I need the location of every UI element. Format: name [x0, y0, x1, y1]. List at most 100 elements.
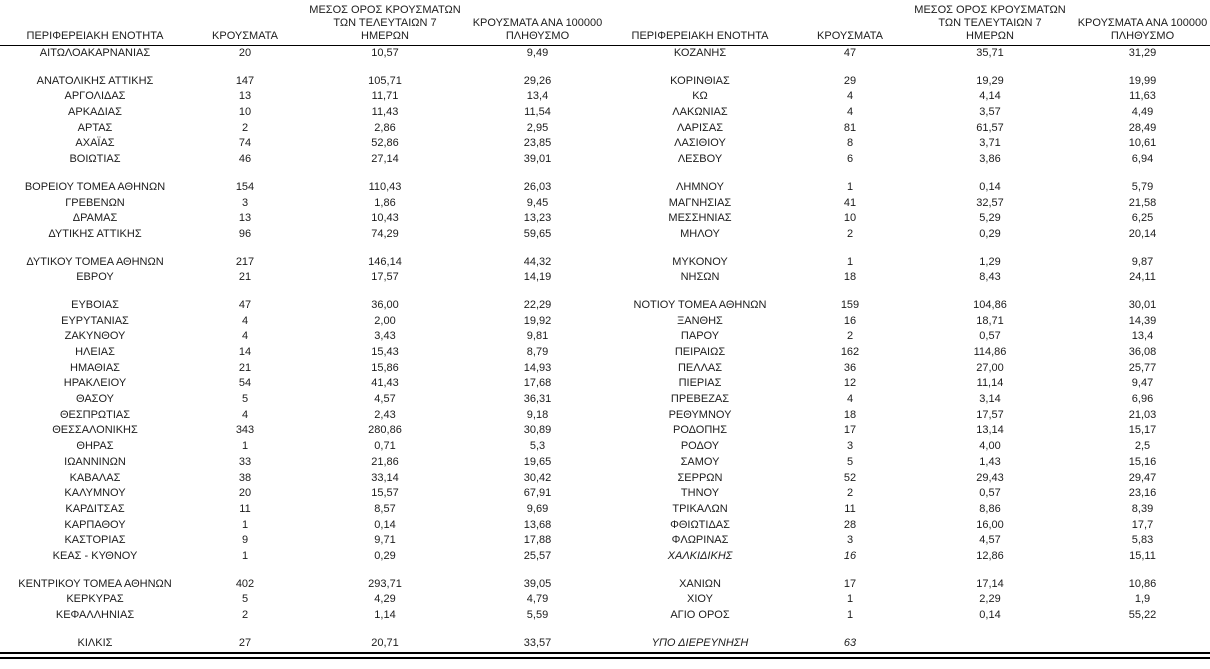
cell-cases: 343 [235, 424, 255, 437]
cell-avg7-days: 16,00 [976, 518, 1004, 531]
cell-region-name: ΑΓΙΟ ΟΡΟΣ [670, 609, 730, 621]
left-table-body: ΑΙΤΩΛΟΑΚΑΡΝΑΝΙΑΣ 20 10,57 9,49 ΑΝΑΤΟΛΙΚΗΣ ΑΤ… [0, 46, 605, 651]
cell-avg7-days: 29,43 [976, 471, 1004, 484]
cell-avg7-days: 33,14 [371, 471, 399, 484]
cell-avg7-days: 3,14 [979, 393, 1001, 406]
cell-per-100k: 19,92 [523, 314, 552, 327]
table-row: ΗΛΕΙΑΣ 14 15,43 8,79 [0, 345, 605, 361]
cell-cases: 63 [843, 636, 857, 649]
table-row: ΜΑΓΝΗΣΙΑΣ 41 32,57 21,58 [605, 196, 1210, 212]
header-line: ΠΕΡΙΦΕΡΕΙΑΚΗ ΕΝΟΤΗΤΑ [631, 30, 769, 42]
cell-cases: 18 [843, 408, 857, 421]
table-row: ΔΡΑΜΑΣ 13 10,43 13,23 [0, 211, 605, 227]
cell-region-name: ΡΟΔΟΠΗΣ [672, 424, 728, 437]
cell-avg7-days: 0,71 [374, 440, 396, 453]
cell-avg7-days: 17,14 [976, 577, 1004, 590]
table-row: ΘΕΣΣΑΛΟΝΙΚΗΣ 343 280,86 30,89 [0, 423, 605, 439]
cell-per-100k: 36,31 [523, 393, 552, 406]
cell-per-100k: 67,91 [523, 487, 552, 500]
table-row: ΦΘΙΩΤΙΔΑΣ 28 16,00 17,7 [605, 518, 1210, 534]
cell-region-name: ΡΟΔΟΥ [680, 440, 720, 453]
cell-cases: 2 [241, 609, 249, 621]
group-gap [605, 286, 1210, 298]
cell-avg7-days: 17,57 [976, 408, 1004, 421]
cell-cases: 1 [241, 518, 249, 531]
cell-region-name: ΚΕΡΚΥΡΑΣ [66, 593, 124, 606]
cell-per-100k: 5,3 [529, 440, 546, 453]
header-line: ΤΩΝ ΤΕΛΕΥΤΑΙΩΝ 7 [938, 17, 1042, 29]
cell-avg7-days: 8,57 [374, 502, 396, 515]
cell-cases: 47 [843, 47, 857, 59]
cell-per-100k: 8,39 [1131, 502, 1154, 515]
cell-cases: 1 [846, 180, 854, 193]
cell-cases: 96 [238, 227, 252, 240]
cell-region-name: ΞΑΝΘΗΣ [677, 314, 723, 327]
cell-cases: 162 [840, 346, 860, 358]
cell-per-100k: 22,29 [523, 298, 552, 311]
cell-per-100k: 23,85 [523, 137, 552, 150]
cell-region-name: ΔΥΤΙΚΟΥ ΤΟΜΕΑ ΑΘΗΝΩΝ [26, 255, 164, 268]
cell-avg7-days: 61,57 [976, 121, 1004, 134]
cell-region-name: ΧΑΛΚΙΔΙΚΗΣ [667, 549, 733, 562]
cell-region-name: ΚΑΛΥΜΝΟΥ [64, 487, 126, 500]
cell-cases: 12 [843, 377, 857, 390]
cell-cases: 5 [241, 593, 249, 606]
cell-region-name: ΑΡΚΑΔΙΑΣ [68, 106, 122, 119]
cell-region-name: ΤΗΝΟΥ [680, 487, 720, 500]
cell-per-100k: 59,65 [523, 227, 552, 240]
cell-cases: 29 [843, 74, 857, 87]
cell-per-100k: 55,22 [1128, 609, 1157, 621]
table-row: ΘΗΡΑΣ 1 0,71 5,3 [0, 439, 605, 455]
cell-per-100k: 26,03 [523, 180, 552, 193]
table-row: ΕΒΡΟΥ 21 17,57 14,19 [0, 270, 605, 286]
cell-per-100k: 15,16 [1128, 455, 1157, 468]
cell-avg7-days: 114,86 [973, 346, 1007, 358]
cell-avg7-days: 4,29 [374, 593, 396, 606]
table-row: ΜΕΣΣΗΝΙΑΣ 10 5,29 6,25 [605, 211, 1210, 227]
cell-avg7-days: 17,57 [371, 271, 399, 284]
cell-avg7-days: 35,71 [976, 47, 1004, 59]
table-row: ΑΙΤΩΛΟΑΚΑΡΝΑΝΙΑΣ 20 10,57 9,49 [0, 46, 605, 62]
table-row: ΧΙΟΥ 1 2,29 1,9 [605, 592, 1210, 608]
cell-region-name: ΑΡΓΟΛΙΔΑΣ [64, 90, 126, 103]
cell-cases: 4 [846, 393, 854, 406]
cell-cases: 17 [843, 424, 857, 437]
cell-per-100k: 14,39 [1128, 314, 1157, 327]
cell-cases: 20 [238, 47, 252, 59]
cell-avg7-days: 8,86 [979, 502, 1001, 515]
cell-avg7-days: 74,29 [371, 227, 399, 240]
cell-avg7-days: 0,14 [979, 609, 1001, 621]
cell-per-100k: 8,79 [526, 346, 549, 358]
cell-avg7-days: 4,57 [979, 534, 1001, 547]
cell-region-name: ΚΕΦΑΛΛΗΝΙΑΣ [55, 609, 135, 621]
cell-cases: 3 [241, 196, 249, 209]
table-row: ΒΟΡΕΙΟΥ ΤΟΜΕΑ ΑΘΗΝΩΝ 154 110,43 26,03 [0, 180, 605, 196]
cell-region-name: ΤΡΙΚΑΛΩΝ [672, 502, 728, 515]
cell-cases: 33 [238, 455, 252, 468]
cell-avg7-days: 0,57 [979, 487, 1001, 500]
table-row: ΛΗΜΝΟΥ 1 0,14 5,79 [605, 180, 1210, 196]
cell-per-100k: 36,08 [1128, 346, 1157, 358]
cell-cases: 13 [238, 90, 252, 103]
cell-avg7-days: 0,29 [374, 549, 396, 562]
cell-avg7-days: 1,86 [374, 196, 396, 209]
cell-cases: 16 [843, 314, 857, 327]
cell-avg7-days: 36,00 [371, 298, 399, 311]
table-row: ΑΧΑΪΑΣ 74 52,86 23,85 [0, 136, 605, 152]
table-row: ΚΕΦΑΛΛΗΝΙΑΣ 2 1,14 5,59 [0, 608, 605, 624]
cell-per-100k: 6,96 [1131, 393, 1154, 406]
table-row: ΘΕΣΠΡΩΤΙΑΣ 4 2,43 9,18 [0, 408, 605, 424]
group-gap [0, 624, 605, 636]
cell-avg7-days: 1,14 [374, 609, 396, 621]
cell-region-name: ΚΑΡΠΑΘΟΥ [64, 518, 126, 531]
cell-region-name: ΚΑΡΔΙΤΣΑΣ [65, 502, 125, 515]
cell-per-100k: 39,05 [523, 577, 552, 590]
cell-region-name: ΘΑΣΟΥ [75, 393, 115, 406]
header-line: ΠΕΡΙΦΕΡΕΙΑΚΗ ΕΝΟΤΗΤΑ [26, 30, 164, 42]
cell-per-100k: 15,17 [1128, 424, 1157, 437]
cell-per-100k: 4,79 [526, 593, 549, 606]
cell-avg7-days: 19,29 [976, 74, 1004, 87]
group-gap [605, 624, 1210, 636]
cell-cases: 16 [843, 549, 857, 562]
cell-per-100k: 30,42 [523, 471, 552, 484]
